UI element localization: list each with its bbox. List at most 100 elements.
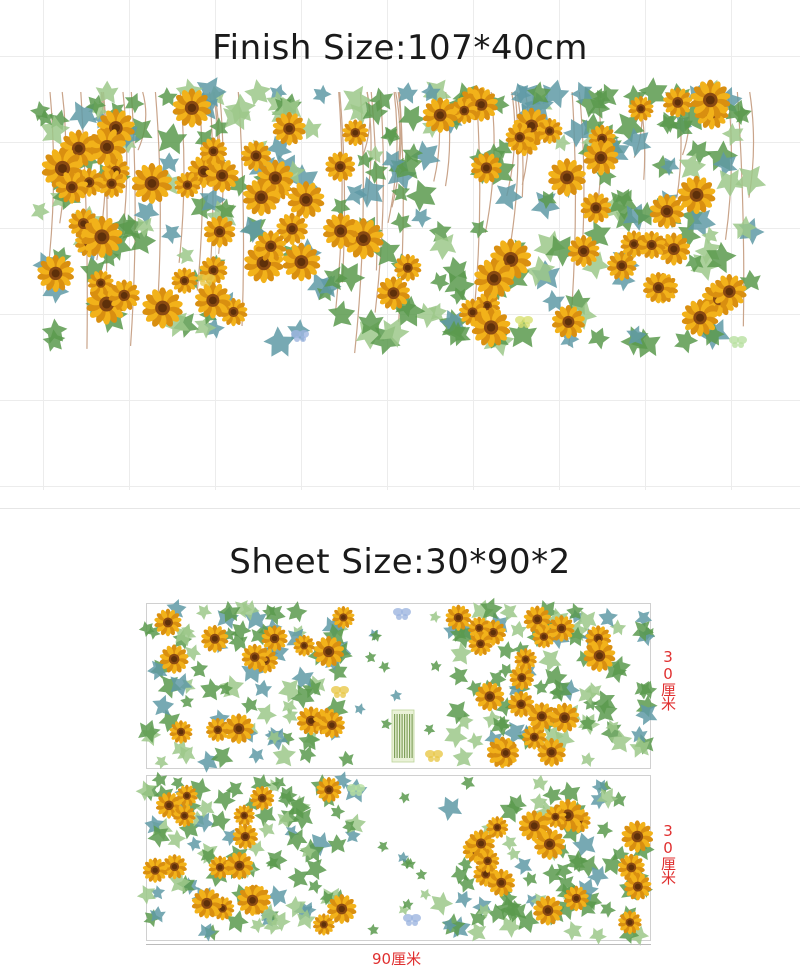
sunflower	[567, 235, 600, 268]
ivy-leaf	[194, 128, 218, 152]
ivy-leaf	[327, 834, 347, 854]
sunflower	[199, 137, 228, 166]
ivy-leaf	[421, 82, 441, 102]
ivy-leaf	[145, 624, 161, 640]
ivy-leaf	[298, 729, 321, 751]
ivy-leaf	[381, 150, 405, 173]
ivy-leaf	[126, 117, 153, 144]
ivy-leaf	[605, 719, 619, 734]
ivy-leaf	[701, 226, 719, 245]
ivy-leaf	[499, 798, 524, 823]
ivy-leaf	[307, 832, 333, 857]
ivy-leaf	[364, 160, 388, 184]
ivy-leaf	[249, 917, 266, 934]
ivy-leaf	[735, 165, 767, 196]
ivy-leaf	[660, 157, 680, 176]
ivy-leaf	[358, 309, 384, 335]
ivy-leaf	[354, 703, 366, 715]
ivy-leaf	[319, 890, 334, 906]
ivy-leaf	[369, 629, 383, 642]
ivy-leaf	[553, 134, 571, 152]
ivy-leaf	[634, 680, 653, 700]
sunflower	[88, 127, 126, 167]
sunflower	[316, 777, 342, 803]
sunflower	[171, 267, 198, 294]
ivy-leaf	[391, 183, 411, 201]
ivy-leaf	[471, 599, 494, 623]
ivy-leaf	[405, 179, 437, 212]
ivy-leaf	[479, 597, 503, 620]
ivy-leaf	[490, 715, 512, 737]
ivy-leaf	[364, 651, 377, 663]
ivy-leaf	[674, 328, 699, 354]
ivy-leaf	[495, 896, 520, 920]
sunflower	[169, 720, 193, 744]
ivy-leaf	[95, 80, 119, 104]
ivy-leaf	[197, 750, 219, 773]
ivy-leaf	[239, 600, 260, 621]
ivy-leaf	[42, 329, 66, 352]
ivy-leaf	[601, 852, 625, 876]
ivy-leaf	[199, 187, 226, 213]
ivy-leaf	[197, 923, 217, 942]
ivy-leaf	[469, 220, 489, 239]
ivy-leaf	[36, 109, 53, 127]
ivy-leaf	[69, 101, 97, 131]
ivy-leaf	[277, 810, 294, 828]
ivy-leaf	[299, 117, 322, 140]
ivy-leaf	[239, 216, 267, 243]
sunflower	[203, 215, 236, 248]
ivy-leaf	[209, 117, 229, 138]
ivy-leaf	[456, 712, 474, 730]
ivy-leaf	[493, 138, 513, 159]
sheet-2-height-label: 30厘米	[659, 822, 677, 884]
ivy-leaf	[622, 127, 652, 158]
ivy-leaf	[210, 810, 231, 832]
sunflower	[507, 690, 535, 718]
sunflower	[287, 181, 325, 219]
ivy-leaf	[444, 270, 475, 301]
sheet-size-title: Sheet Size:30*90*2	[229, 542, 571, 582]
sunflower	[492, 739, 520, 767]
ivy-leaf	[286, 829, 308, 851]
ivy-leaf	[323, 266, 348, 291]
ivy-leaf	[250, 773, 272, 795]
ivy-leaf	[178, 817, 201, 840]
ivy-leaf	[265, 856, 279, 870]
butterfly	[197, 274, 215, 286]
ivy-leaf	[576, 610, 597, 632]
ivy-leaf	[353, 176, 385, 208]
ivy-leaf	[532, 774, 549, 792]
ivy-leaf	[271, 107, 290, 127]
ivy-leaf	[244, 79, 271, 106]
ivy-leaf	[200, 678, 223, 701]
sunflower	[583, 639, 616, 673]
ivy-leaf	[225, 93, 256, 124]
ivy-leaf	[721, 123, 744, 146]
ivy-leaf	[379, 317, 410, 348]
ivy-leaf	[450, 642, 473, 665]
ivy-leaf	[633, 201, 659, 226]
ivy-leaf	[563, 118, 593, 148]
ivy-leaf	[632, 621, 654, 642]
sunflower	[87, 270, 114, 297]
ivy-leaf	[338, 750, 354, 768]
finish-size-title: Finish Size:107*40cm	[212, 28, 588, 68]
ivy-leaf	[524, 255, 556, 287]
sunflower	[544, 805, 567, 829]
ivy-leaf	[330, 198, 351, 218]
ivy-leaf	[152, 694, 175, 716]
sunflower	[255, 230, 287, 263]
ivy-leaf	[470, 908, 488, 927]
sunflower	[323, 213, 359, 250]
ivy-leaf	[159, 152, 180, 173]
ivy-leaf	[263, 917, 282, 935]
ivy-leaf	[304, 858, 327, 881]
ivy-leaf	[600, 901, 617, 918]
ivy-leaf	[576, 878, 599, 902]
ivy-leaf	[566, 602, 584, 620]
ivy-leaf	[429, 232, 457, 260]
ivy-leaf	[622, 203, 651, 231]
sunflower	[312, 913, 335, 936]
ivy-leaf	[581, 752, 596, 767]
